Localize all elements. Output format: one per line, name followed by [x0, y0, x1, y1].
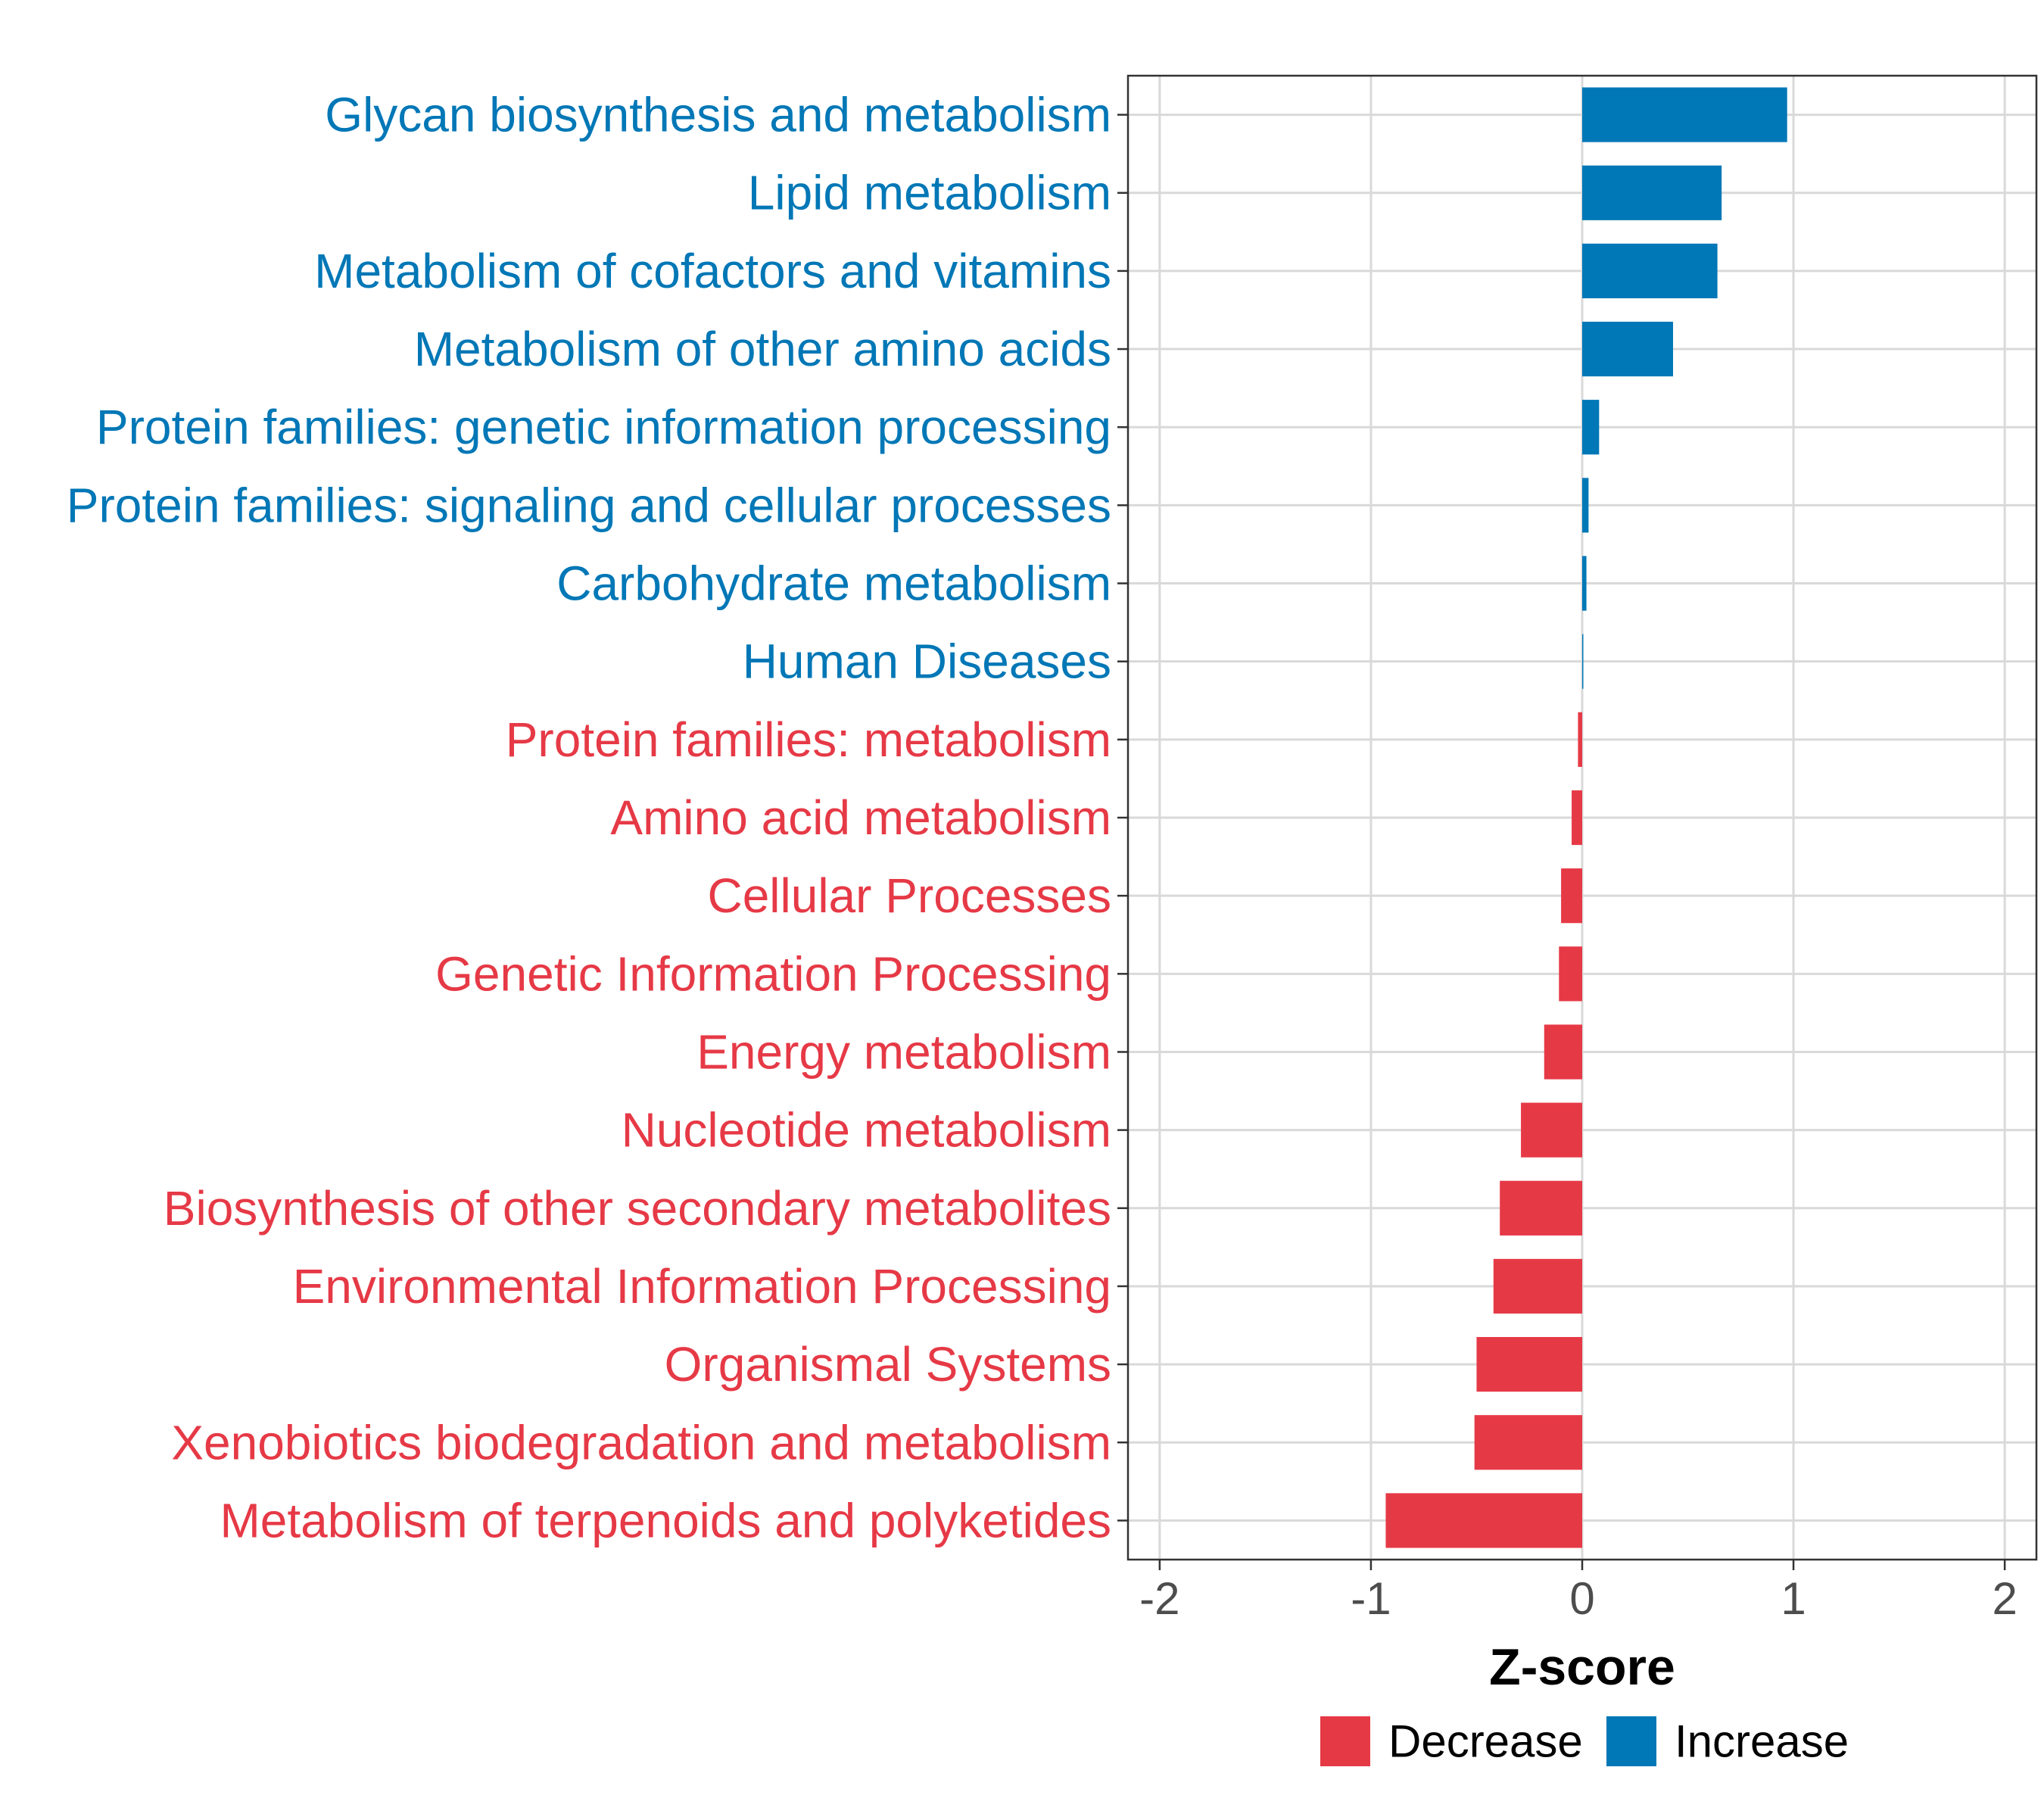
legend-key [1320, 1716, 1370, 1766]
category-label: Protein families: signaling and cellular… [67, 478, 1111, 532]
bar [1500, 1180, 1582, 1236]
category-label: Protein families: genetic information pr… [96, 400, 1111, 454]
category-label: Carbohydrate metabolism [556, 556, 1111, 611]
category-label: Energy metabolism [696, 1024, 1111, 1079]
category-label: Amino acid metabolism [610, 790, 1111, 845]
category-label: Environmental Information Processing [293, 1259, 1111, 1314]
bar [1521, 1102, 1582, 1158]
bar [1582, 634, 1584, 689]
category-label: Human Diseases [743, 634, 1111, 689]
bar [1476, 1337, 1582, 1392]
bar [1385, 1493, 1582, 1548]
bar [1582, 165, 1722, 220]
category-label: Organismal Systems [665, 1337, 1111, 1392]
category-label: Metabolism of terpenoids and polyketides [220, 1493, 1111, 1547]
x-axis-ticks: -2 -1 0 1 2 [1139, 1560, 2018, 1624]
category-label: Glycan biosynthesis and metabolism [325, 88, 1111, 142]
bar [1582, 478, 1589, 533]
bar [1561, 868, 1582, 924]
category-label: Metabolism of cofactors and vitamins [314, 244, 1111, 298]
category-label: Cellular Processes [707, 868, 1111, 923]
bar [1559, 946, 1582, 1002]
bar [1582, 556, 1587, 611]
x-tick-label: 1 [1781, 1573, 1806, 1624]
x-axis-title: Z-score [1489, 1638, 1675, 1696]
category-labels: Glycan biosynthesis and metabolism Lipid … [67, 88, 1111, 1548]
bar [1582, 321, 1673, 377]
category-label: Xenobiotics biodegradation and metabolis… [171, 1415, 1111, 1469]
legend-label: Decrease [1388, 1716, 1583, 1767]
bars [1385, 87, 1787, 1548]
category-label: Lipid metabolism [748, 166, 1111, 220]
bar [1474, 1415, 1582, 1470]
bar [1578, 712, 1582, 767]
bar [1582, 243, 1718, 298]
category-label: Genetic Information Processing [435, 946, 1111, 1001]
x-tick-label: -2 [1139, 1573, 1179, 1624]
bar [1572, 790, 1582, 846]
legend: Decrease Increase [1320, 1716, 1849, 1767]
x-tick-label: 0 [1569, 1573, 1594, 1624]
x-tick-label: 2 [1992, 1573, 2017, 1624]
bar [1493, 1258, 1582, 1314]
category-label: Biosynthesis of other secondary metaboli… [164, 1181, 1111, 1236]
x-tick-label: -1 [1351, 1573, 1391, 1624]
category-label: Protein families: metabolism [506, 712, 1111, 767]
category-label: Metabolism of other amino acids [414, 322, 1111, 376]
y-axis-ticks [1117, 114, 1128, 1522]
bar [1582, 87, 1787, 142]
bar [1582, 400, 1600, 455]
bar [1544, 1024, 1582, 1080]
legend-label: Increase [1675, 1716, 1849, 1767]
legend-key [1606, 1716, 1656, 1766]
category-label: Nucleotide metabolism [622, 1103, 1111, 1158]
